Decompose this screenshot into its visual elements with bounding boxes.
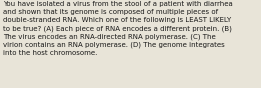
Text: You have isolated a virus from the stool of a patient with diarrhea
and shown th: You have isolated a virus from the stool…	[3, 1, 233, 56]
